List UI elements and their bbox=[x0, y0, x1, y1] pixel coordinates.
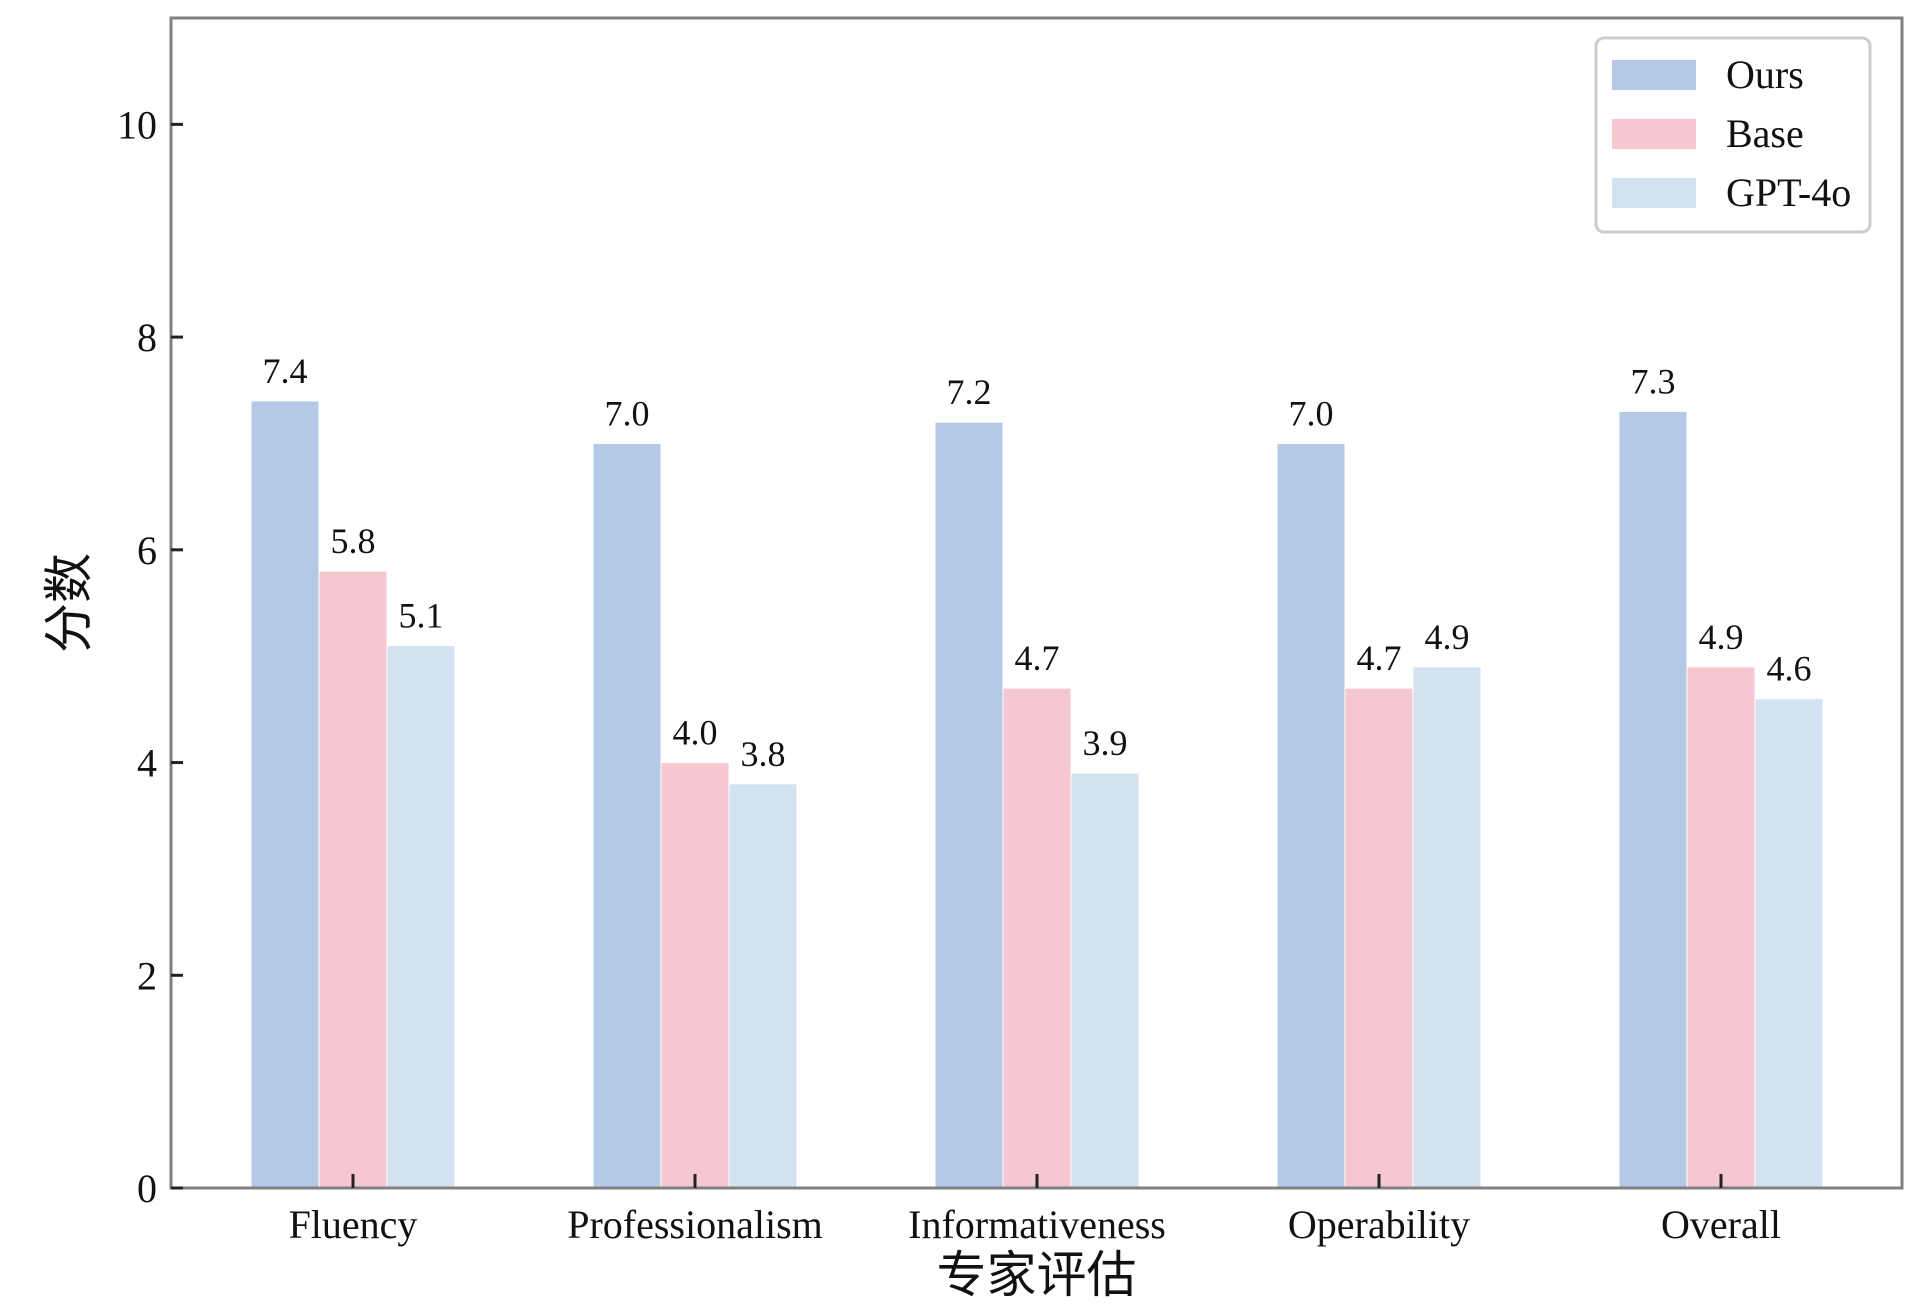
bar-base-operability bbox=[1344, 687, 1414, 1189]
value-label: 4.7 bbox=[1015, 638, 1060, 678]
legend-swatch-ours bbox=[1612, 60, 1696, 90]
bar-base-overall bbox=[1686, 666, 1756, 1189]
value-label: 7.2 bbox=[947, 372, 992, 412]
bar-gpt-4o-operability bbox=[1412, 666, 1482, 1189]
y-tick-label: 2 bbox=[137, 953, 157, 998]
value-label: 4.0 bbox=[673, 713, 718, 753]
value-label: 3.9 bbox=[1083, 723, 1128, 763]
bar-ours-fluency bbox=[250, 400, 320, 1189]
legend-label: Ours bbox=[1726, 52, 1804, 97]
x-tick-label: Overall bbox=[1661, 1202, 1781, 1247]
bar-gpt-4o-overall bbox=[1754, 698, 1824, 1189]
value-label: 7.4 bbox=[263, 351, 308, 391]
bar-gpt-4o-informativeness bbox=[1070, 772, 1140, 1189]
bar-gpt-4o-professionalism bbox=[728, 783, 798, 1189]
y-tick-label: 8 bbox=[137, 315, 157, 360]
x-tick-label: Operability bbox=[1288, 1202, 1470, 1247]
x-tick-label: Professionalism bbox=[567, 1202, 823, 1247]
bar-ours-professionalism bbox=[592, 442, 662, 1189]
y-tick-label: 4 bbox=[137, 741, 157, 786]
bar-ours-operability bbox=[1276, 442, 1346, 1189]
value-label: 5.1 bbox=[399, 596, 444, 636]
value-label: 7.0 bbox=[1289, 393, 1334, 433]
legend: Ours Base GPT-4o bbox=[1594, 36, 1872, 234]
y-axis: 0 2 4 6 8 10 bbox=[117, 102, 183, 1211]
x-axis-title: 专家评估 bbox=[937, 1247, 1137, 1303]
value-label: 7.3 bbox=[1631, 362, 1676, 402]
value-label: 4.9 bbox=[1425, 617, 1470, 657]
bar-base-informativeness bbox=[1002, 687, 1072, 1189]
legend-label: GPT-4o bbox=[1726, 170, 1851, 215]
y-tick-label: 0 bbox=[137, 1166, 157, 1211]
value-label: 5.8 bbox=[331, 521, 376, 561]
value-label: 4.6 bbox=[1767, 649, 1812, 689]
value-label: 7.0 bbox=[605, 393, 650, 433]
legend-label: Base bbox=[1726, 111, 1804, 156]
y-axis-title: 分数 bbox=[41, 553, 97, 653]
bar-gpt-4o-fluency bbox=[386, 645, 456, 1189]
x-tick-label: Informativeness bbox=[908, 1202, 1166, 1247]
bar-ours-informativeness bbox=[934, 421, 1004, 1189]
y-tick-label: 6 bbox=[137, 528, 157, 573]
bar-ours-overall bbox=[1618, 411, 1688, 1189]
value-label: 4.7 bbox=[1357, 638, 1402, 678]
bar-base-professionalism bbox=[660, 762, 730, 1189]
x-tick-label: Fluency bbox=[289, 1202, 418, 1247]
legend-swatch-gpt-4o bbox=[1612, 178, 1696, 208]
x-axis: Fluency Professionalism Informativeness Ope… bbox=[289, 1174, 1781, 1247]
legend-swatch-base bbox=[1612, 119, 1696, 149]
bar-base-fluency bbox=[318, 570, 388, 1189]
value-labels-layer: 7.4 7.0 7.2 7.0 7.3 5.8 4.0 4.7 4.7 4.9 5.1 3.8 3.9 4… bbox=[263, 351, 1812, 774]
y-tick-label: 10 bbox=[117, 102, 157, 147]
value-label: 3.8 bbox=[741, 734, 786, 774]
value-label: 4.9 bbox=[1699, 617, 1744, 657]
bars-layer bbox=[250, 400, 1824, 1189]
